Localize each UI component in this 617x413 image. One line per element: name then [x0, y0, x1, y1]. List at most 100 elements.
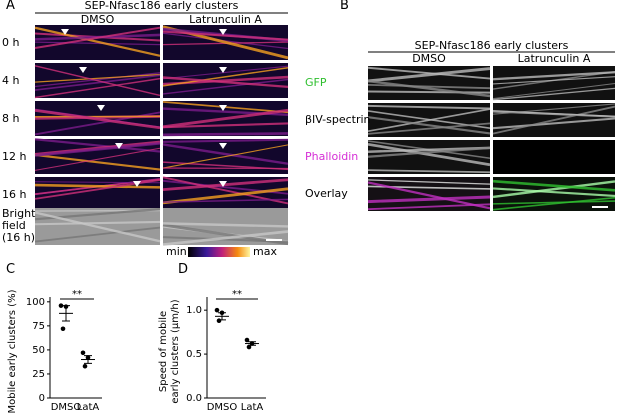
panel-label: A [6, 0, 15, 13]
x-tick-label: LatA [77, 402, 100, 413]
neurite [34, 74, 161, 91]
panel-label: B [340, 0, 349, 13]
neurite [162, 30, 289, 41]
neurite [34, 109, 161, 130]
data-point [216, 318, 222, 324]
neurite [34, 26, 161, 49]
neurite [367, 79, 491, 98]
y-tick-label: 0.0 [186, 393, 202, 404]
neurite [162, 198, 289, 203]
y-tick-label: 75 [32, 321, 45, 332]
error-bar [248, 341, 256, 346]
row-label: GFP [305, 76, 327, 89]
neurite [34, 220, 161, 226]
neurite [34, 226, 161, 243]
x-tick-label: DMSO [207, 402, 238, 413]
neurite [492, 87, 616, 101]
arrowhead [219, 143, 227, 149]
neurite [492, 76, 616, 85]
data-point [82, 363, 88, 369]
data-point [60, 326, 66, 332]
row-label: 4 h [2, 74, 20, 87]
neurite [367, 195, 491, 204]
arrowhead [133, 181, 141, 187]
neurite [162, 236, 289, 243]
row-label: 0 h [2, 36, 20, 49]
neurite [162, 144, 289, 169]
y-tick-label: 25 [32, 369, 45, 380]
neurite [367, 83, 491, 90]
neurite [162, 76, 289, 88]
neurite [492, 82, 616, 100]
row-label: Phalloidin [305, 150, 359, 163]
neurite [162, 187, 289, 205]
data-point [246, 344, 252, 350]
micrograph [368, 140, 490, 174]
x-tick-label: DMSO [51, 402, 82, 413]
arrowhead [219, 29, 227, 35]
neurite [492, 71, 616, 81]
neurite [367, 108, 491, 133]
colorbar-label: min [166, 245, 187, 258]
data-point [214, 307, 220, 313]
neurite [34, 77, 161, 99]
significance: ** [232, 289, 242, 300]
neurite [492, 187, 616, 197]
neurite [492, 105, 616, 135]
neurite [162, 143, 289, 165]
neurite [34, 41, 161, 46]
neurite [34, 147, 161, 171]
neurite [34, 72, 161, 88]
row-label: 12 h [2, 150, 27, 163]
neurite [367, 142, 491, 167]
row-label: βIV-spectrin [305, 113, 371, 126]
neurite [162, 78, 289, 95]
column-label: Latrunculin A [189, 13, 262, 26]
y-tick-label: 0.5 [186, 349, 202, 360]
neurite [34, 142, 161, 157]
neurite [492, 200, 616, 205]
panel-title: SEP-Nfasc186 early clusters [414, 39, 569, 52]
error-bar [62, 305, 70, 322]
panel-label: D [178, 262, 189, 277]
neurite [367, 116, 491, 135]
colorbar [188, 247, 250, 257]
arrowhead [219, 181, 227, 187]
arrowhead [219, 67, 227, 73]
micrograph [493, 140, 615, 174]
arrowhead [115, 143, 123, 149]
y-tick-label: 0 [39, 393, 45, 404]
neurite [492, 103, 616, 115]
neurite [492, 180, 616, 199]
neurite [367, 66, 491, 80]
x-tick-label: LatA [241, 402, 264, 413]
column-label: Latrunculin A [517, 52, 591, 65]
neurite [492, 179, 616, 192]
y-axis-label: Speed of mobileearly clusters (µm/h) [158, 299, 181, 403]
neurite [367, 90, 491, 94]
neurite [367, 104, 491, 110]
data-point [80, 350, 86, 356]
neurite [367, 179, 491, 185]
neurite [162, 222, 289, 228]
y-tick-label: 50 [32, 345, 45, 356]
error-bar [218, 312, 226, 321]
neurite [162, 138, 289, 143]
panel-title: SEP-Nfasc186 early clusters [84, 0, 239, 12]
neurite [162, 108, 289, 129]
neurite [34, 138, 161, 153]
neurite [34, 153, 161, 171]
colorbar-label: max [253, 245, 277, 258]
neurite [492, 117, 616, 130]
neurite [162, 65, 289, 80]
neurite [162, 132, 289, 137]
data-point [58, 303, 64, 308]
panel-label: C [6, 262, 16, 277]
column-label: DMSO [412, 52, 446, 65]
neurite [367, 181, 491, 210]
neurite [34, 183, 161, 189]
neurite [492, 196, 616, 211]
row-label: 16 h [2, 188, 27, 201]
